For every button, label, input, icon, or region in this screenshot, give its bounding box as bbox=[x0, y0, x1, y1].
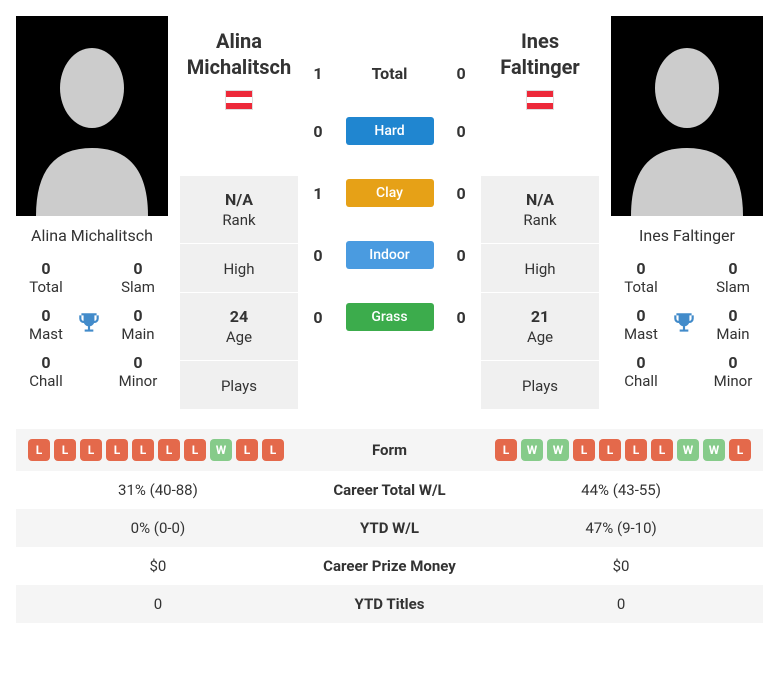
table-row-ytd-titles: 0 YTD Titles 0 bbox=[16, 585, 763, 623]
p2-mast-lbl: Mast bbox=[611, 325, 671, 343]
loss-chip: L bbox=[495, 439, 517, 461]
player1-big-name: Alina Michalitsch bbox=[187, 28, 291, 80]
loss-chip: L bbox=[599, 439, 621, 461]
p2-chall-val: 0 bbox=[611, 353, 671, 372]
p1-slam-val: 0 bbox=[108, 259, 168, 278]
loss-chip: L bbox=[184, 439, 206, 461]
p1-mast-lbl: Mast bbox=[16, 325, 76, 343]
loss-chip: L bbox=[80, 439, 102, 461]
p1-main-lbl: Main bbox=[108, 325, 168, 343]
loss-chip: L bbox=[28, 439, 50, 461]
p2-total-lbl: Total bbox=[611, 278, 671, 296]
table-row-career-wl: 31% (40-88) Career Total W/L 44% (43-55) bbox=[16, 471, 763, 509]
p2-plays-lbl: Plays bbox=[481, 377, 599, 395]
win-chip: W bbox=[547, 439, 569, 461]
p2-form-chips: LWWLLLLWWL bbox=[491, 439, 751, 461]
p1-minor-val: 0 bbox=[108, 353, 168, 372]
surf-grass: 0 Grass 0 bbox=[310, 303, 469, 331]
player2-stats: N/A Rank High 21 Age Plays bbox=[481, 176, 599, 409]
p2-slam-lbl: Slam bbox=[703, 278, 763, 296]
p2-chall-lbl: Chall bbox=[611, 372, 671, 390]
loss-chip: L bbox=[262, 439, 284, 461]
surf-hard: 0 Hard 0 bbox=[310, 117, 469, 145]
p1-age-lbl: Age bbox=[180, 328, 298, 346]
p2-minor-lbl: Minor bbox=[703, 372, 763, 390]
p1-total-val: 0 bbox=[16, 259, 76, 278]
player1-name-caption: Alina Michalitsch bbox=[16, 216, 168, 259]
player2-titles: 0Total 0Slam 0Mast 0Main 0Chall 0Minor bbox=[611, 259, 763, 390]
p1-rank-lbl: Rank bbox=[180, 211, 298, 229]
win-chip: W bbox=[703, 439, 725, 461]
player1-name-col: Alina Michalitsch N/A Rank High 24 Age Pla… bbox=[180, 16, 298, 409]
p2-total-val: 0 bbox=[611, 259, 671, 278]
p1-chall-val: 0 bbox=[16, 353, 76, 372]
player1-silhouette bbox=[16, 16, 168, 216]
p1-minor-lbl: Minor bbox=[108, 372, 168, 390]
loss-chip: L bbox=[729, 439, 751, 461]
player2-name-caption: Ines Faltinger bbox=[611, 216, 763, 259]
p2-main-val: 0 bbox=[703, 306, 763, 325]
win-chip: W bbox=[210, 439, 232, 461]
p1-total-lbl: Total bbox=[16, 278, 76, 296]
p1-age-val: 24 bbox=[180, 307, 298, 326]
p2-main-lbl: Main bbox=[703, 325, 763, 343]
p2-rank-val: N/A bbox=[481, 190, 599, 209]
loss-chip: L bbox=[132, 439, 154, 461]
p2-high-lbl: High bbox=[481, 260, 599, 278]
table-row-form: LLLLLLLWLL Form LWWLLLLWWL bbox=[16, 429, 763, 471]
austria-flag-icon bbox=[526, 90, 554, 110]
loss-chip: L bbox=[651, 439, 673, 461]
loss-chip: L bbox=[236, 439, 258, 461]
player2-silhouette bbox=[611, 16, 763, 216]
p1-chall-lbl: Chall bbox=[16, 372, 76, 390]
comparison-table: LLLLLLLWLL Form LWWLLLLWWL 31% (40-88) C… bbox=[16, 429, 763, 623]
p2-age-lbl: Age bbox=[481, 328, 599, 346]
head-to-head-top: Alina Michalitsch 0Total 0Slam 0Mast 0Ma… bbox=[16, 16, 763, 409]
win-chip: W bbox=[521, 439, 543, 461]
p1-mast-val: 0 bbox=[16, 306, 76, 325]
table-row-ytd-wl: 0% (0-0) YTD W/L 47% (9-10) bbox=[16, 509, 763, 547]
loss-chip: L bbox=[625, 439, 647, 461]
surf-indoor: 0 Indoor 0 bbox=[310, 241, 469, 269]
p1-main-val: 0 bbox=[108, 306, 168, 325]
p2-slam-val: 0 bbox=[703, 259, 763, 278]
player1-block: Alina Michalitsch 0Total 0Slam 0Mast 0Ma… bbox=[16, 16, 168, 409]
loss-chip: L bbox=[573, 439, 595, 461]
p1-rank-val: N/A bbox=[180, 190, 298, 209]
table-row-prize: $0 Career Prize Money $0 bbox=[16, 547, 763, 585]
austria-flag-icon bbox=[225, 90, 253, 110]
p2-age-val: 21 bbox=[481, 307, 599, 326]
player1-stats: N/A Rank High 24 Age Plays bbox=[180, 176, 298, 409]
trophy-icon bbox=[671, 310, 703, 340]
p1-high-lbl: High bbox=[180, 260, 298, 278]
player2-big-name: Ines Faltinger bbox=[500, 28, 579, 80]
loss-chip: L bbox=[158, 439, 180, 461]
p2-rank-lbl: Rank bbox=[481, 211, 599, 229]
p2-minor-val: 0 bbox=[703, 353, 763, 372]
loss-chip: L bbox=[54, 439, 76, 461]
player2-name-col: Ines Faltinger N/A Rank High 21 Age Plays bbox=[481, 16, 599, 409]
surf-clay: 1 Clay 0 bbox=[310, 179, 469, 207]
loss-chip: L bbox=[106, 439, 128, 461]
player1-titles: 0Total 0Slam 0Mast 0Main 0Chall 0Minor bbox=[16, 259, 168, 390]
player2-block: Ines Faltinger 0Total 0Slam 0Mast 0Main … bbox=[611, 16, 763, 409]
trophy-icon bbox=[76, 310, 108, 340]
form-label: Form bbox=[300, 429, 479, 471]
win-chip: W bbox=[677, 439, 699, 461]
p2-mast-val: 0 bbox=[611, 306, 671, 325]
surface-h2h: 1 Total 0 0 Hard 0 1 Clay 0 0 Indoor 0 0… bbox=[310, 16, 469, 409]
p1-slam-lbl: Slam bbox=[108, 278, 168, 296]
surf-total: 1 Total 0 bbox=[310, 64, 469, 83]
p1-form-chips: LLLLLLLWLL bbox=[28, 439, 288, 461]
p1-plays-lbl: Plays bbox=[180, 377, 298, 395]
